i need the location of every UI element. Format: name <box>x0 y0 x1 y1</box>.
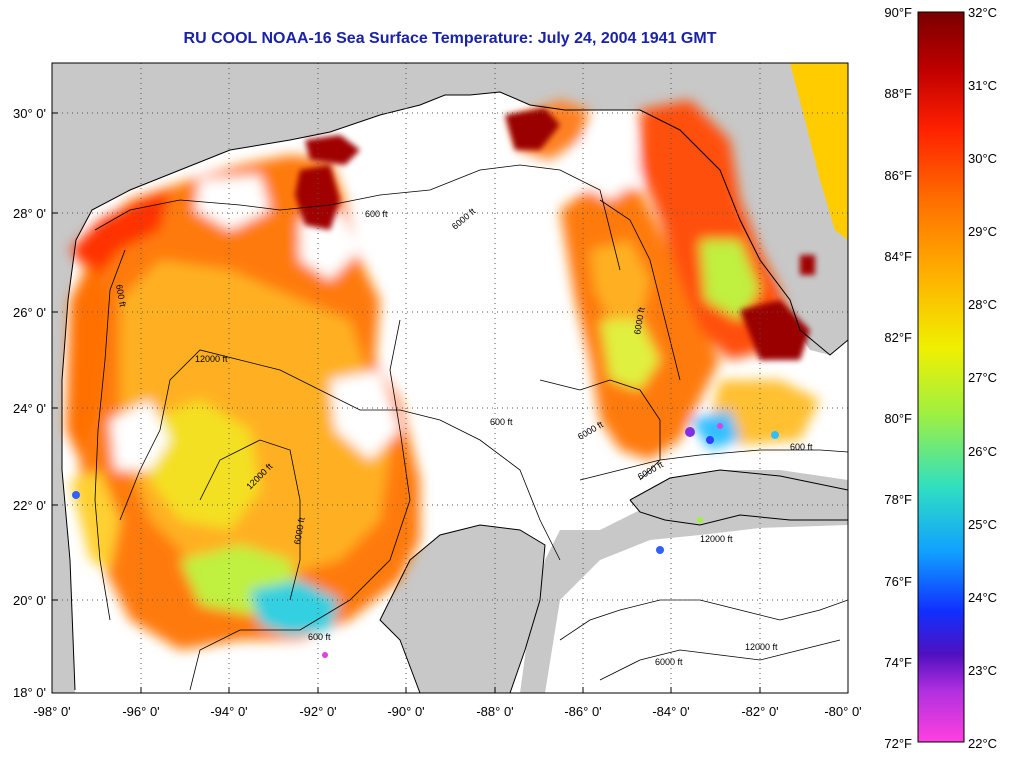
lon-label-90: -90° 0' <box>387 704 424 719</box>
sst-field-west <box>66 155 420 650</box>
atlantic-sst <box>790 63 848 240</box>
contour-label-12000-carib: 12000 ft <box>745 642 778 652</box>
florida-land <box>640 63 848 355</box>
lon-label-96: -96° 0' <box>122 704 159 719</box>
contour-label-12000-west: 12000 ft <box>195 354 228 364</box>
lat-label-22: 22° 0' <box>13 498 46 513</box>
c-label-24: 24°C <box>968 590 997 605</box>
f-label-80: 80°F <box>884 411 912 426</box>
lon-label-94: -94° 0' <box>210 704 247 719</box>
map-area: 600 ft 600 ft 6000 ft 12000 ft 12000 ft … <box>52 63 848 693</box>
sst-hotspots-west <box>295 135 360 230</box>
f-label-86: 86°F <box>884 168 912 183</box>
contour-label-600: 600 ft <box>114 284 128 308</box>
sst-field-east <box>510 100 820 460</box>
c-label-29: 29°C <box>968 224 997 239</box>
contour-label-600-center: 600 ft <box>490 417 513 427</box>
lat-label-18: 18° 0' <box>13 685 46 700</box>
lat-label-26: 26° 0' <box>13 305 46 320</box>
colorbar-scale <box>917 11 965 743</box>
c-label-23: 23°C <box>968 663 997 678</box>
yucatan-coast <box>379 524 546 693</box>
axis-ticks <box>52 112 761 693</box>
c-label-30: 30°C <box>968 151 997 166</box>
f-label-72: 72°F <box>884 736 912 751</box>
f-label-82: 82°F <box>884 330 912 345</box>
colorbar-fahrenheit-labels: 90°F 88°F 86°F 84°F 82°F 80°F 78°F 76°F … <box>884 5 912 751</box>
coastline <box>61 91 848 691</box>
c-label-28: 28°C <box>968 297 997 312</box>
contour-label-12000-cuba: 12000 ft <box>700 534 733 544</box>
cuba-coast <box>629 469 848 526</box>
lat-label-30: 30° 0' <box>13 106 46 121</box>
contour-label-6000-carib: 6000 ft <box>655 657 683 667</box>
lat-label-20: 20° 0' <box>13 593 46 608</box>
colorbar: 90°F 88°F 86°F 84°F 82°F 80°F 78°F 76°F … <box>884 5 997 751</box>
lon-label-84: -84° 0' <box>652 704 689 719</box>
lon-label-80: -80° 0' <box>824 704 861 719</box>
lon-label-82: -82° 0' <box>741 704 778 719</box>
f-label-76: 76°F <box>884 574 912 589</box>
c-label-32: 32°C <box>968 5 997 20</box>
caribbean-water <box>545 525 848 693</box>
f-label-84: 84°F <box>884 249 912 264</box>
contour-label-6000-south: 6000 ft <box>292 516 307 545</box>
f-label-78: 78°F <box>884 492 912 507</box>
map-title: RU COOL NOAA-16 Sea Surface Temperature:… <box>183 30 717 47</box>
c-label-27: 27°C <box>968 370 997 385</box>
lat-label-24: 24° 0' <box>13 401 46 416</box>
lon-label-98: -98° 0' <box>33 704 70 719</box>
contour-label-600-campeche: 600 ft <box>308 632 331 642</box>
f-label-88: 88°F <box>884 86 912 101</box>
lon-label-86: -86° 0' <box>564 704 601 719</box>
sst-speckles <box>72 423 779 658</box>
lat-label-28: 28° 0' <box>13 206 46 221</box>
c-label-26: 26°C <box>968 444 997 459</box>
graticule <box>52 63 848 693</box>
contour-label-600-keys: 600 ft <box>790 442 813 452</box>
f-label-74: 74°F <box>884 655 912 670</box>
c-label-31: 31°C <box>968 78 997 93</box>
yucatan-land <box>380 525 545 693</box>
contour-label-6000-fl: 6000 ft <box>632 306 647 335</box>
lon-label-88: -88° 0' <box>476 704 513 719</box>
cuba-land <box>630 470 848 525</box>
latitude-labels: 30° 0' 28° 0' 26° 0' 24° 0' 22° 0' 20° 0… <box>13 106 46 700</box>
sst-hotspots-east <box>505 108 815 360</box>
map-frame <box>51 62 849 694</box>
lon-label-92: -92° 0' <box>299 704 336 719</box>
c-label-22: 22°C <box>968 736 997 751</box>
f-label-90: 90°F <box>884 5 912 20</box>
bathymetry-contours <box>94 164 848 691</box>
colorbar-celsius-labels: 32°C 31°C 30°C 29°C 28°C 27°C 26°C 25°C … <box>968 5 997 751</box>
c-label-25: 25°C <box>968 517 997 532</box>
longitude-labels: -98° 0' -96° 0' -94° 0' -92° 0' -90° 0' … <box>33 704 861 719</box>
contour-label-600-north: 600 ft <box>365 209 388 219</box>
